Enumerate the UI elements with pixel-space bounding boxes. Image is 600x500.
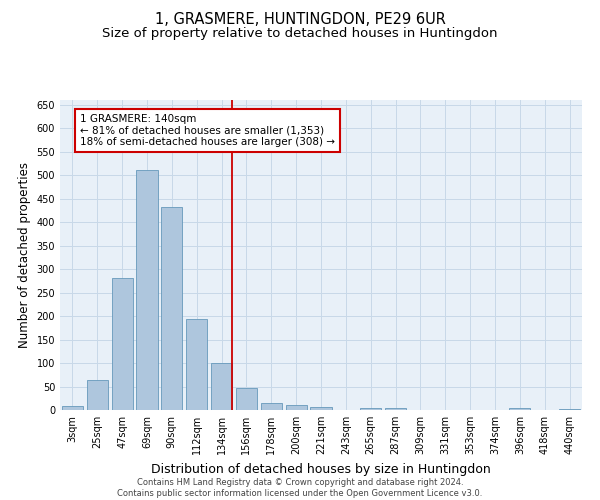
Bar (261, 403, 282, 410)
Bar (112, 278, 133, 410)
X-axis label: Distribution of detached houses by size in Huntingdon: Distribution of detached houses by size … (151, 462, 491, 475)
Bar (136, 170, 158, 410)
Bar (286, 406, 307, 410)
Text: Size of property relative to detached houses in Huntingdon: Size of property relative to detached ho… (102, 28, 498, 40)
Text: 1 GRASMERE: 140sqm
← 81% of detached houses are smaller (1,353)
18% of semi-deta: 1 GRASMERE: 140sqm ← 81% of detached hou… (80, 114, 335, 148)
Text: 1, GRASMERE, HUNTINGDON, PE29 6UR: 1, GRASMERE, HUNTINGDON, PE29 6UR (155, 12, 445, 28)
Bar (559, 408, 580, 410)
Bar (236, 388, 257, 410)
Bar (186, 320, 207, 410)
Y-axis label: Number of detached properties: Number of detached properties (18, 162, 31, 348)
Bar (360, 408, 381, 410)
Bar (310, 406, 332, 410)
Bar (161, 206, 182, 410)
Bar (87, 380, 108, 410)
Bar (62, 406, 83, 410)
Text: Contains HM Land Registry data © Crown copyright and database right 2024.
Contai: Contains HM Land Registry data © Crown c… (118, 478, 482, 498)
Bar (211, 362, 232, 410)
Bar (385, 408, 406, 410)
Bar (509, 408, 530, 410)
